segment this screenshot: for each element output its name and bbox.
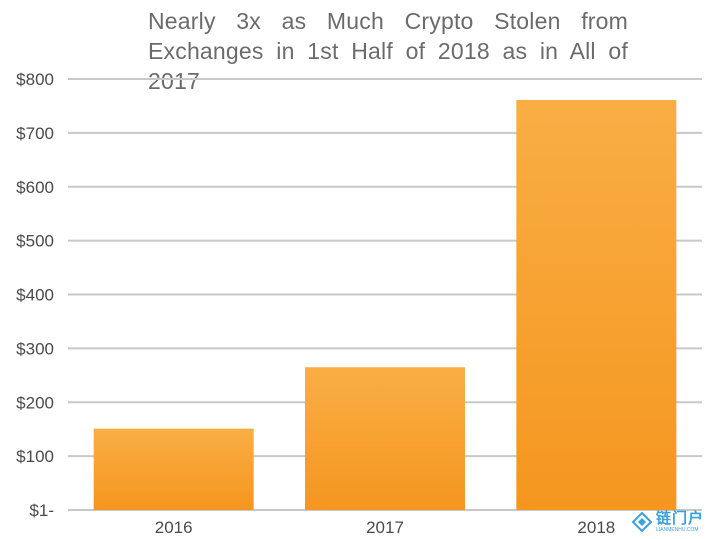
y-tick-label: $200 [16, 393, 54, 412]
watermark-logo: 链门户 LIANMENHU.COM [632, 510, 714, 536]
bar-2017 [305, 367, 465, 510]
diamond-logo-icon [632, 512, 652, 532]
y-tick-label: $300 [16, 339, 54, 358]
x-tick-label: 2018 [577, 518, 615, 537]
watermark-subtext: LIANMENHU.COM [656, 527, 699, 533]
y-tick-label: $1- [29, 501, 54, 520]
bar-2016 [93, 428, 254, 510]
y-tick-label: $400 [16, 286, 54, 305]
watermark-text: 链门户 [656, 510, 705, 527]
y-tick-label: $100 [16, 447, 54, 466]
y-tick-label: $700 [16, 124, 54, 143]
chart-title: Nearly 3x as Much Crypto Stolen from Exc… [148, 6, 628, 96]
y-tick-label: $800 [16, 70, 54, 89]
bar-2018 [516, 100, 677, 510]
chart-title-line-1: Nearly 3x as Much Crypto Stolen from [148, 8, 628, 34]
x-tick-label: 2016 [155, 518, 193, 537]
y-tick-label: $500 [16, 232, 54, 251]
y-tick-label: $600 [16, 178, 54, 197]
chart-title-line-2: Exchanges in 1st Half of 2018 as in All … [148, 38, 628, 94]
x-tick-label: 2017 [366, 518, 404, 537]
